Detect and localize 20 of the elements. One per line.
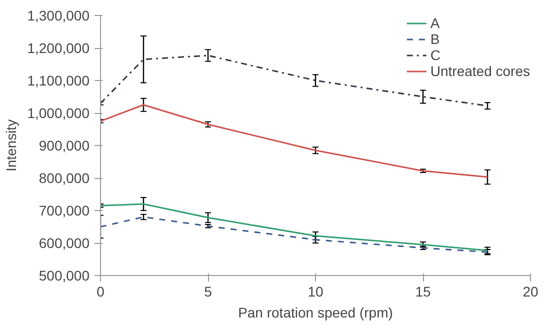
y-tick-label: 700,000 [38, 202, 90, 218]
y-tick-label: 600,000 [38, 235, 90, 251]
legend-label: C [430, 47, 442, 63]
x-tick-label: 20 [522, 284, 538, 300]
y-tick-label: 900,000 [38, 138, 90, 154]
y-tick-label: 800,000 [38, 170, 90, 186]
x-tick-label: 0 [96, 284, 105, 300]
x-tick-label: 5 [204, 284, 212, 300]
y-axis-title: Intensity [3, 119, 20, 172]
x-tick-label: 10 [308, 284, 324, 300]
y-tick-label: 1,300,000 [27, 8, 90, 24]
y-tick-label: 1,200,000 [27, 40, 90, 56]
legend-label: Untreated cores [430, 63, 530, 79]
legend-label: B [430, 31, 441, 47]
y-tick-label: 1,000,000 [27, 105, 90, 121]
x-axis-title: Pan rotation speed (rpm) [238, 304, 393, 320]
x-tick-label: 15 [415, 284, 431, 300]
legend-label: A [430, 15, 441, 31]
y-tick-label: 500,000 [38, 268, 90, 284]
y-tick-label: 1,100,000 [27, 72, 90, 88]
